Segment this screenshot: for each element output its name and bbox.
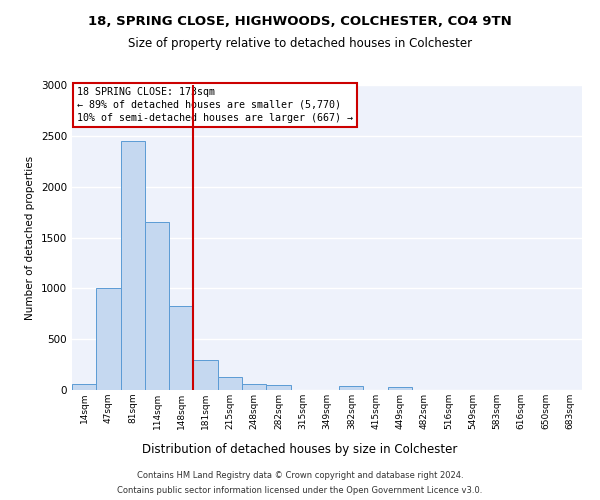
Text: Size of property relative to detached houses in Colchester: Size of property relative to detached ho… (128, 38, 472, 51)
Bar (145, 222, 169, 390)
Bar (218, 377, 242, 390)
Text: 18, SPRING CLOSE, HIGHWOODS, COLCHESTER, CO4 9TN: 18, SPRING CLOSE, HIGHWOODS, COLCHESTER,… (88, 15, 512, 28)
Text: Contains public sector information licensed under the Open Government Licence v3: Contains public sector information licen… (118, 486, 482, 495)
Text: Distribution of detached houses by size in Colchester: Distribution of detached houses by size … (142, 442, 458, 456)
Bar (266, 386, 290, 390)
Text: Contains HM Land Registry data © Crown copyright and database right 2024.: Contains HM Land Registry data © Crown c… (137, 471, 463, 480)
Bar (169, 306, 193, 390)
Bar (72, 384, 96, 390)
Bar (242, 384, 266, 390)
Bar (193, 360, 218, 390)
Bar (339, 386, 364, 390)
Bar (388, 387, 412, 390)
Text: 18 SPRING CLOSE: 173sqm
← 89% of detached houses are smaller (5,770)
10% of semi: 18 SPRING CLOSE: 173sqm ← 89% of detache… (77, 86, 353, 123)
Y-axis label: Number of detached properties: Number of detached properties (25, 156, 35, 320)
Bar (96, 288, 121, 390)
Bar (121, 141, 145, 390)
